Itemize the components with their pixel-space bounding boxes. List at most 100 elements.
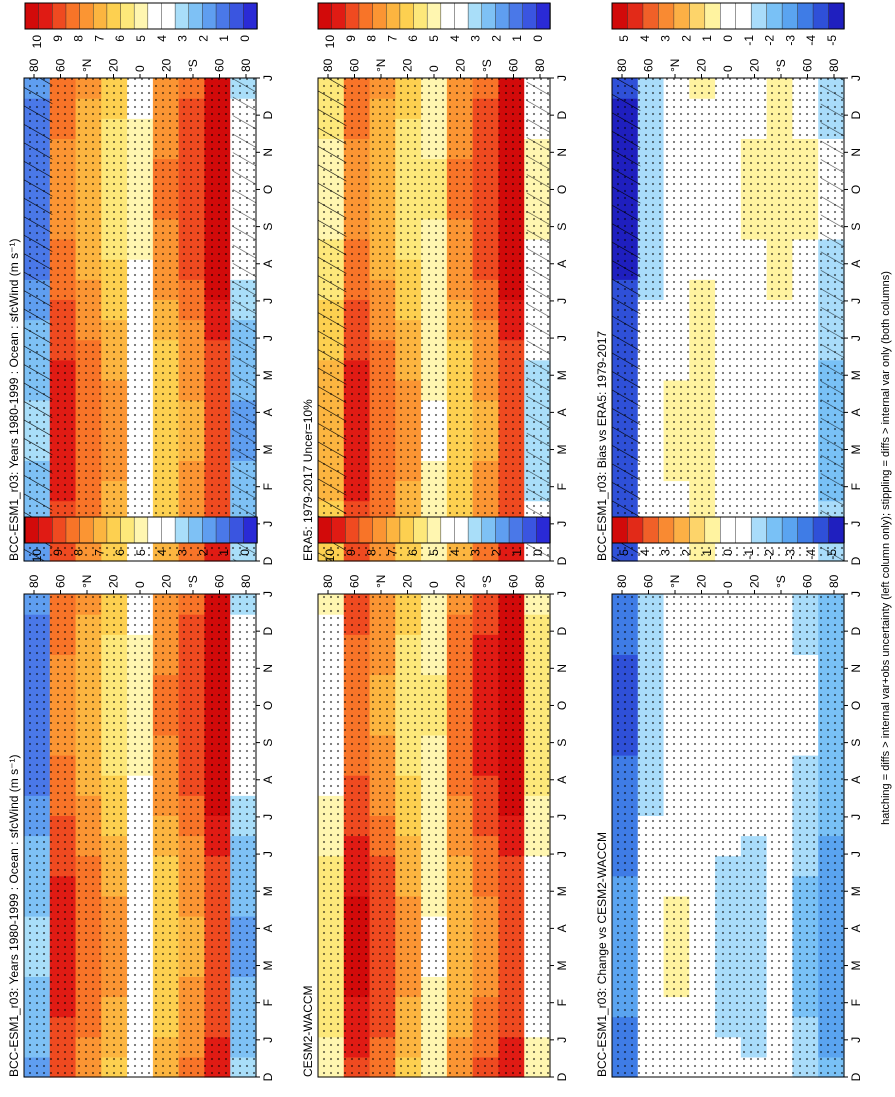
colorbar-swatch	[79, 2, 94, 30]
month-tick-label: J	[261, 814, 275, 820]
colorbar-swatch	[413, 2, 428, 30]
month-tick-label: A	[849, 260, 863, 268]
colorbar-tick-label: 2	[196, 549, 210, 556]
colorbar-tick-label: 3	[659, 35, 673, 42]
colorbar-swatch	[52, 516, 67, 544]
month-tick-label: M	[261, 886, 275, 896]
colorbar-swatch	[454, 2, 469, 30]
lat-tick-label: 80	[321, 58, 335, 72]
lat-tick-label: 60	[54, 574, 68, 588]
month-tick-label: O	[555, 185, 569, 194]
colorbar-tick-label: 4	[638, 549, 652, 556]
colorbar-tick-label: 0	[531, 549, 545, 556]
colorbar-swatch	[331, 2, 347, 30]
month-tick-label: S	[849, 739, 863, 747]
colorbar-swatch	[828, 2, 845, 30]
colorbar-swatch	[147, 516, 163, 544]
colorbar-tick-label: 1	[700, 549, 714, 556]
hatch-overlay-north	[24, 78, 53, 561]
lat-tick-label: 80	[239, 574, 253, 588]
colorbar-tick-label: 2	[679, 35, 693, 42]
colorbar-tick-label: 10	[30, 35, 44, 49]
month-axis: D J F M A M J J A S O N D J	[550, 591, 569, 1081]
lat-tick-label: °S	[774, 59, 788, 72]
month-tick-label: A	[849, 408, 863, 416]
month-tick-label: A	[261, 408, 275, 416]
colorbar-swatch	[345, 2, 360, 30]
colorbar-swatch	[481, 516, 497, 544]
colorbar-swatch	[188, 516, 204, 544]
colorbar-tick-label: 0	[238, 549, 252, 556]
colorbar-swatch	[202, 2, 217, 30]
lat-axis: 80 60 °N 20 0 20 °S 60 80	[615, 58, 841, 78]
colorbar-swatch	[38, 516, 54, 544]
month-tick-label: J	[555, 298, 569, 304]
colorbar-swatch	[735, 516, 752, 544]
stipple-overlay	[318, 594, 550, 1077]
lat-tick-label: 20	[695, 574, 709, 588]
month-tick-label: D	[261, 1072, 275, 1081]
colorbar-swatch	[673, 2, 691, 30]
colorbar-swatch	[781, 2, 799, 30]
month-axis: D J F M A M J J A S O N D J	[844, 75, 863, 565]
colorbar-swatch	[331, 516, 347, 544]
lat-tick-label: °N	[668, 59, 682, 72]
month-tick-label: D	[849, 556, 863, 565]
month-tick-label: M	[555, 961, 569, 971]
month-tick-label: F	[555, 999, 569, 1006]
colorbar-tick-label: 2	[679, 549, 693, 556]
month-tick-label: J	[849, 75, 863, 81]
colorbar-swatch	[440, 516, 456, 544]
month-tick-label: S	[261, 223, 275, 231]
colorbar-frame	[317, 2, 551, 30]
colorbar-swatch	[673, 516, 691, 544]
colorbar-swatch	[797, 516, 814, 544]
lat-tick-label: 60	[348, 574, 362, 588]
month-tick-label: J	[555, 1037, 569, 1043]
month-tick-label: M	[849, 886, 863, 896]
colorbar-swatch	[750, 516, 768, 544]
colorbar-tick-label: 10	[323, 35, 337, 49]
colorbar-tick-label: 0	[721, 549, 735, 556]
colorbar-tick-label: 6	[406, 549, 420, 556]
colorbar-tick-label: 1	[217, 549, 231, 556]
colorbar-tick-label: 7	[92, 549, 106, 556]
hatch-overlay-north	[612, 78, 641, 561]
colorbar-swatch	[467, 516, 483, 544]
colorbar-tick-label: 2	[489, 549, 503, 556]
colorbar-tick-label: 6	[113, 549, 127, 556]
panel-p3: 80 60 °N 20 0 20 °S 60 80DJFMAMJJASONDJBCC-ESM1_…	[595, 58, 863, 565]
month-tick-label: A	[261, 924, 275, 932]
colorbar-swatch	[797, 2, 814, 30]
month-tick-label: S	[261, 739, 275, 747]
colorbar-swatch	[399, 2, 415, 30]
colorbar-frame	[24, 516, 258, 544]
colorbar-swatch	[215, 2, 231, 30]
stipple-overlay	[318, 78, 550, 561]
hatch-overlay-south	[232, 78, 256, 561]
colorbar-cb2: 10 9 8 7 6 5 4 3 2 1 0	[317, 2, 551, 49]
colorbar-swatch	[467, 2, 483, 30]
colorbar-tick-label: 7	[385, 35, 399, 42]
colorbar-cb5: 10 9 8 7 6 5 4 3 2 1 0	[317, 516, 551, 562]
colorbar-swatch	[24, 2, 40, 30]
month-tick-label: N	[261, 664, 275, 673]
colorbar-swatch	[495, 516, 510, 544]
panel-title: BCC-ESM1_r03: Years 1980-1999 : Ocean : …	[7, 239, 21, 561]
colorbar-tick-label: -1	[742, 35, 756, 46]
colorbar-swatch	[385, 516, 401, 544]
colorbar-tick-label: 3	[469, 549, 483, 556]
month-tick-label: S	[555, 223, 569, 231]
panel-title: CESM2-WACCM	[301, 985, 315, 1077]
colorbar-frame	[611, 2, 845, 30]
lat-tick-label: 20	[748, 574, 762, 588]
month-tick-label: D	[261, 556, 275, 565]
month-tick-label: J	[261, 521, 275, 527]
colorbar-tick-label: 5	[134, 35, 148, 42]
colorbar-swatch	[522, 516, 538, 544]
month-tick-label: A	[849, 924, 863, 932]
colorbar-tick-label: 0	[721, 35, 735, 42]
lat-tick-label: 20	[401, 58, 415, 72]
colorbar-swatch	[215, 516, 231, 544]
lat-tick-label: 80	[827, 58, 841, 72]
